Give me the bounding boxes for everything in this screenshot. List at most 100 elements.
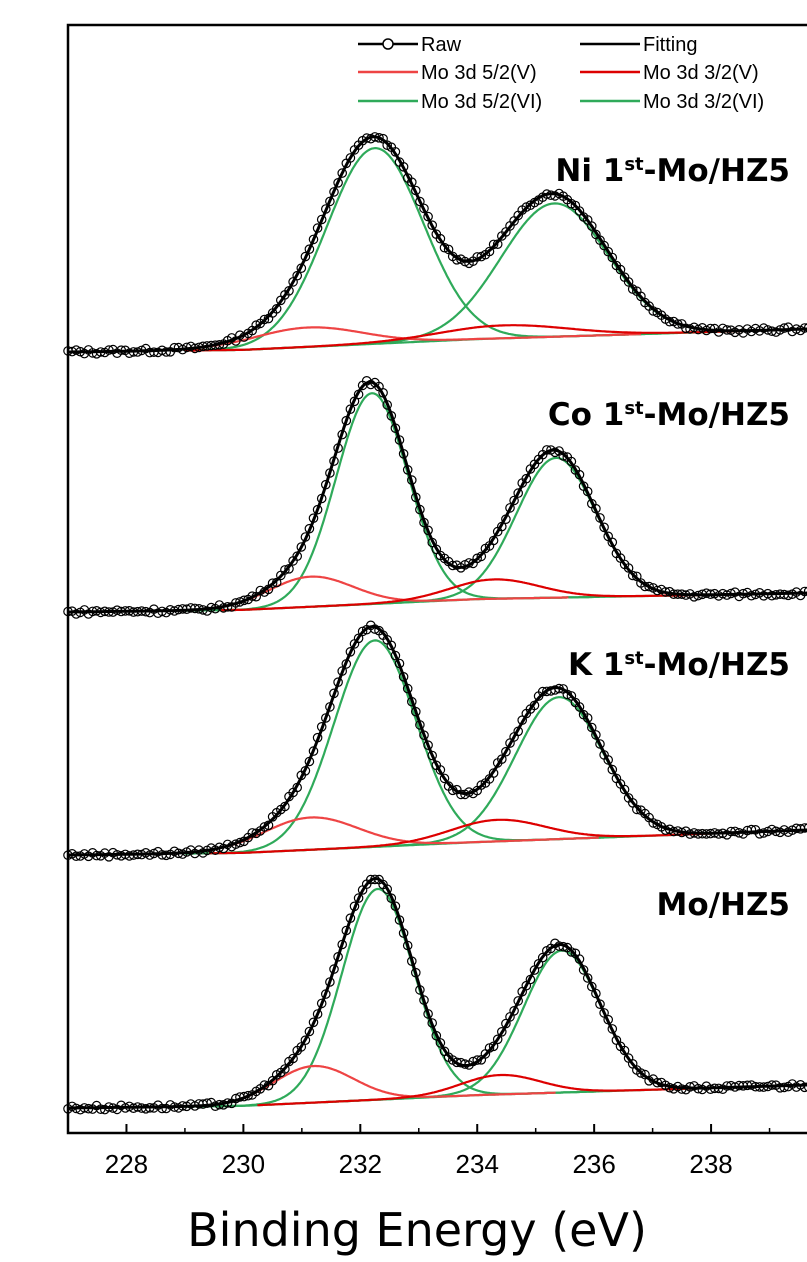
raw-data-point bbox=[799, 823, 807, 833]
raw-data-point bbox=[267, 578, 278, 588]
legend-label: Fitting bbox=[643, 34, 697, 56]
raw-data-point bbox=[337, 168, 347, 178]
raw-data-point bbox=[71, 345, 81, 355]
x-tick-label: 228 bbox=[105, 1149, 148, 1179]
legend-label: Mo 3d 5/2(V) bbox=[421, 62, 537, 84]
raw-data-point bbox=[304, 1026, 315, 1037]
legend-label: Mo 3d 3/2(V) bbox=[643, 62, 759, 84]
spectrum-panel: Ni 1st-Mo/HZ5 bbox=[63, 132, 807, 359]
raw-data-point bbox=[513, 488, 523, 498]
raw-data-point bbox=[783, 590, 793, 601]
spectrum-panel: Mo/HZ5 bbox=[63, 874, 807, 1115]
x-tick-label: 238 bbox=[689, 1149, 732, 1179]
raw-data-point bbox=[280, 1064, 290, 1074]
raw-data-point bbox=[390, 650, 401, 661]
component-mo-3d-3-2-vi bbox=[326, 949, 797, 1104]
raw-data-point bbox=[496, 1027, 507, 1037]
legend-label: Raw bbox=[421, 34, 462, 56]
sample-label: Ni 1st-Mo/HZ5 bbox=[555, 153, 790, 189]
component-mo-3d-3-2-v bbox=[257, 1073, 743, 1107]
sample-label: K 1st-Mo/HZ5 bbox=[568, 647, 790, 683]
raw-data-point bbox=[435, 1038, 446, 1048]
component-mo-3d-5-2-vi bbox=[184, 392, 592, 612]
legend-item: Fitting bbox=[580, 34, 697, 56]
legend-marker bbox=[382, 38, 394, 50]
raw-data-point bbox=[259, 314, 270, 325]
raw-data-point bbox=[300, 1035, 311, 1045]
component-mo-3d-5-2-vi bbox=[184, 887, 598, 1108]
raw-data-point bbox=[157, 1103, 167, 1114]
x-tick-label: 234 bbox=[456, 1149, 499, 1179]
raw-data-point bbox=[435, 233, 446, 244]
component-mo-3d-3-2-vi bbox=[312, 456, 799, 608]
legend-item: Mo 3d 5/2(V) bbox=[358, 62, 537, 84]
raw-data-point bbox=[443, 244, 454, 255]
raw-data-point bbox=[345, 153, 356, 163]
raw-data-point bbox=[623, 277, 634, 287]
raw-data-point bbox=[644, 581, 654, 592]
raw-data-point bbox=[746, 824, 757, 835]
legend-item: Mo 3d 3/2(VI) bbox=[580, 91, 764, 113]
raw-data-point bbox=[803, 823, 807, 833]
raw-data-point bbox=[71, 609, 81, 619]
raw-data-point bbox=[619, 784, 630, 795]
raw-data-point bbox=[566, 947, 577, 957]
raw-data-point bbox=[595, 739, 605, 749]
component-mo-3d-5-2-v bbox=[184, 816, 599, 854]
raw-data-point bbox=[509, 1005, 519, 1016]
raw-data-point bbox=[439, 773, 450, 784]
raw-data-point bbox=[488, 239, 499, 250]
raw-data-point bbox=[537, 952, 548, 963]
raw-data-point bbox=[259, 822, 270, 832]
legend-item: Raw bbox=[358, 34, 462, 56]
x-axis: 228230232234236238240 bbox=[67, 1124, 807, 1179]
raw-data-point bbox=[746, 590, 757, 601]
raw-data-point bbox=[779, 1082, 789, 1093]
raw-data-point bbox=[288, 1053, 298, 1064]
raw-data-point bbox=[296, 1042, 307, 1052]
legend-item: Mo 3d 5/2(VI) bbox=[358, 91, 542, 113]
raw-data-point bbox=[312, 1009, 323, 1019]
raw-data-point bbox=[353, 633, 364, 644]
panels-layer: Ni 1st-Mo/HZ5 Co 1st-Mo/HZ5 K 1st-Mo/HZ5 Mo… bbox=[63, 132, 807, 1115]
x-tick-label: 236 bbox=[572, 1149, 615, 1179]
x-tick-label: 232 bbox=[339, 1149, 382, 1179]
raw-data-point bbox=[296, 542, 307, 552]
raw-data-point bbox=[243, 1090, 253, 1101]
fitting-line bbox=[68, 380, 807, 614]
raw-data-point bbox=[476, 551, 487, 562]
raw-data-point bbox=[803, 586, 807, 596]
x-tick-label: 230 bbox=[222, 1149, 265, 1179]
sample-label: Co 1st-Mo/HZ5 bbox=[548, 397, 790, 433]
raw-data-point bbox=[599, 1008, 609, 1018]
legend-label: Mo 3d 3/2(VI) bbox=[643, 91, 764, 113]
raw-data-point bbox=[492, 1034, 503, 1045]
raw-data-point bbox=[799, 586, 807, 597]
raw-data-point bbox=[607, 252, 618, 263]
raw-data-point bbox=[382, 884, 392, 894]
raw-data-point bbox=[280, 565, 290, 575]
raw-data-point bbox=[501, 746, 511, 757]
raw-data-point bbox=[161, 850, 171, 861]
raw-data-point bbox=[799, 1082, 807, 1093]
raw-data-point bbox=[202, 1098, 212, 1108]
raw-data-point bbox=[484, 246, 495, 257]
raw-data-point bbox=[586, 221, 597, 231]
raw-data-point bbox=[803, 1082, 807, 1092]
fitting-line bbox=[68, 135, 807, 354]
raw-data-point bbox=[586, 722, 597, 733]
raw-data-point bbox=[623, 563, 634, 573]
legend-item: Mo 3d 3/2(V) bbox=[580, 62, 759, 84]
raw-data-point bbox=[427, 220, 437, 230]
raw-data-point bbox=[496, 754, 507, 764]
fitting-line bbox=[68, 625, 807, 857]
raw-data-point bbox=[423, 740, 433, 750]
raw-data-point bbox=[488, 1041, 499, 1052]
raw-data-point bbox=[627, 570, 638, 581]
raw-data-point bbox=[636, 1068, 646, 1078]
raw-data-point bbox=[415, 196, 425, 207]
raw-data-point bbox=[521, 473, 532, 484]
plot-frame bbox=[66, 23, 807, 1135]
spectrum-panel: K 1st-Mo/HZ5 bbox=[63, 620, 807, 862]
